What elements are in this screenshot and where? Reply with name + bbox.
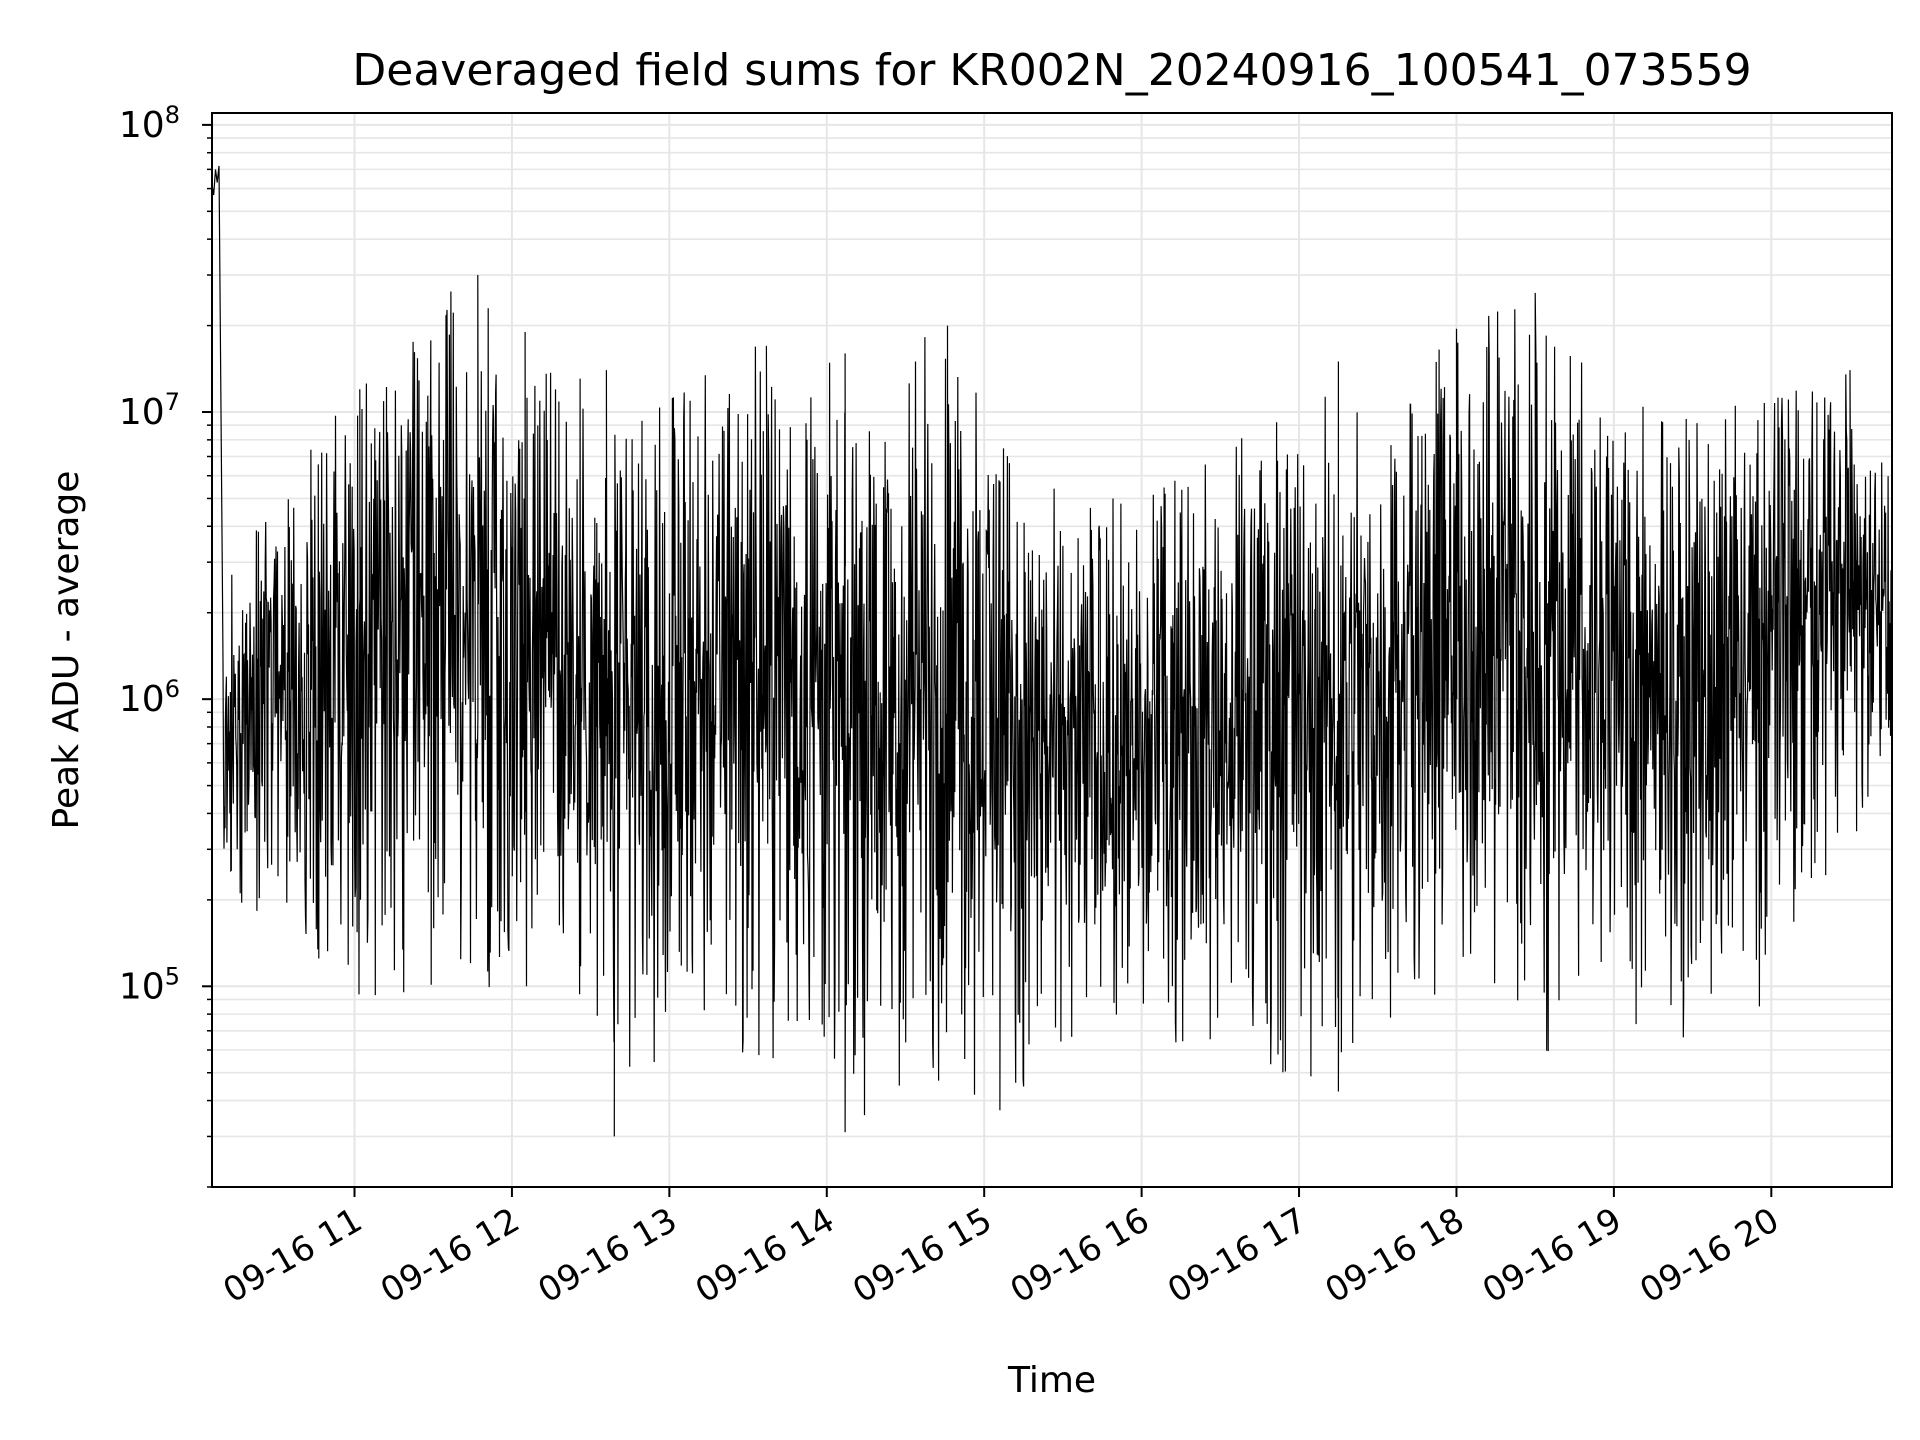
y-tick-label: 108 <box>119 101 180 146</box>
plot-frame <box>211 112 1893 1188</box>
y-tick-label: 107 <box>119 388 180 433</box>
y-tick-label: 105 <box>119 962 180 1007</box>
y-tick-label: 106 <box>119 675 180 720</box>
chart-title: Deaveraged field sums for KR002N_2024091… <box>352 45 1751 96</box>
series-line-group <box>212 165 1892 1137</box>
y-axis: 105 106 107 108 <box>119 101 212 1188</box>
series-line <box>212 165 1892 1137</box>
y-axis-label: Peak ADU - average <box>46 471 87 830</box>
x-axis-label: Time <box>1007 1360 1096 1401</box>
